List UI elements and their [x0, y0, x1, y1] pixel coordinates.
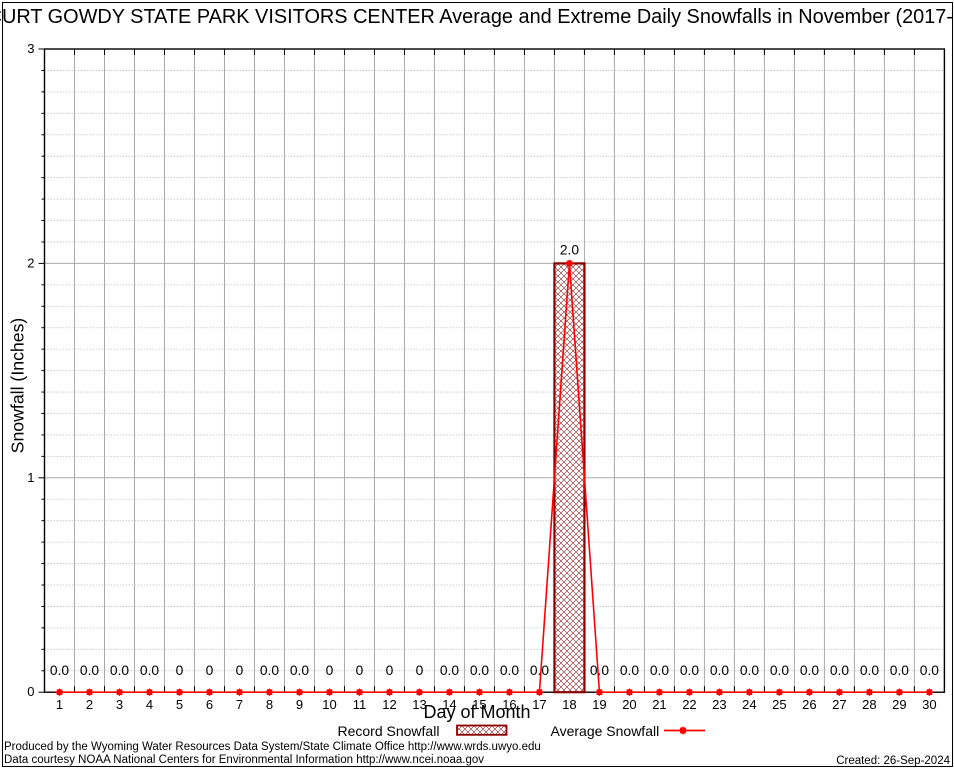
svg-text:0.0: 0.0 — [680, 663, 700, 678]
svg-text:0.0: 0.0 — [650, 663, 670, 678]
svg-text:0.0: 0.0 — [860, 663, 880, 678]
svg-text:0.0: 0.0 — [470, 663, 490, 678]
svg-text:0.0: 0.0 — [740, 663, 760, 678]
svg-text:0.0: 0.0 — [530, 663, 550, 678]
svg-text:0.0: 0.0 — [440, 663, 460, 678]
svg-text:0.0: 0.0 — [710, 663, 730, 678]
svg-text:0.0: 0.0 — [110, 663, 130, 678]
svg-text:0: 0 — [326, 663, 334, 678]
svg-text:0.0: 0.0 — [590, 663, 610, 678]
svg-text:0.0: 0.0 — [500, 663, 520, 678]
svg-text:0.0: 0.0 — [140, 663, 160, 678]
svg-text:0: 0 — [416, 663, 424, 678]
svg-text:2.0: 2.0 — [560, 242, 580, 257]
svg-text:0.0: 0.0 — [620, 663, 640, 678]
svg-text:0.0: 0.0 — [80, 663, 100, 678]
svg-text:0: 0 — [356, 663, 364, 678]
svg-text:0: 0 — [206, 663, 214, 678]
svg-text:3: 3 — [27, 41, 34, 56]
svg-text:Average Snowfall: Average Snowfall — [551, 723, 660, 739]
svg-text:0.0: 0.0 — [260, 663, 280, 678]
svg-text:Record Snowfall: Record Snowfall — [338, 723, 440, 739]
svg-text:0.0: 0.0 — [770, 663, 790, 678]
svg-text:0: 0 — [236, 663, 244, 678]
svg-text:0: 0 — [386, 663, 394, 678]
svg-text:0: 0 — [27, 684, 34, 699]
svg-text:0: 0 — [176, 663, 184, 678]
svg-text:0.0: 0.0 — [920, 663, 940, 678]
svg-text:0.0: 0.0 — [290, 663, 310, 678]
svg-text:0.0: 0.0 — [890, 663, 910, 678]
svg-text:0.0: 0.0 — [50, 663, 70, 678]
svg-text:0.0: 0.0 — [830, 663, 850, 678]
svg-text:0.0: 0.0 — [800, 663, 820, 678]
